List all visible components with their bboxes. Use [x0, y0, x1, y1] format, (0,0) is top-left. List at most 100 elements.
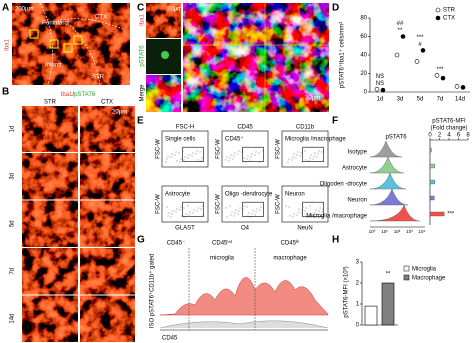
event-dot — [305, 159, 307, 161]
y-tick-label: 2 — [356, 281, 360, 287]
event-dot — [231, 211, 233, 213]
event-dot — [296, 214, 298, 216]
event-dot — [230, 154, 232, 156]
event-dot — [197, 159, 199, 161]
event-dot — [233, 215, 235, 217]
event-dot — [228, 160, 230, 162]
event-dot — [179, 209, 181, 211]
legend-swatch — [403, 274, 410, 281]
x-tick-label: 3d — [397, 97, 404, 103]
legend-label: Macrophage — [412, 276, 446, 282]
event-dot — [180, 158, 182, 160]
event-dot — [193, 209, 195, 211]
micrograph — [22, 248, 78, 295]
axis-title: FSC-W — [276, 139, 282, 159]
event-dot — [292, 216, 294, 218]
micrograph — [22, 200, 78, 247]
x-tick-label: 10³ — [406, 229, 413, 234]
scale-label: 20μm — [112, 110, 127, 116]
event-dot — [309, 157, 311, 159]
data-point — [374, 86, 380, 92]
event-dot — [233, 155, 235, 157]
row-label: Oligoden -drocyte — [320, 182, 368, 188]
gate — [182, 146, 204, 162]
event-dot — [287, 161, 289, 163]
y-tick-label: 60 — [360, 34, 367, 40]
x-tick-label: 8 — [466, 133, 470, 139]
y-tick-label: 0 — [356, 323, 360, 329]
event-dot — [246, 206, 248, 208]
channel-label: Merge — [140, 84, 146, 102]
event-dot — [181, 215, 183, 217]
event-dot — [237, 213, 239, 215]
x-tick-label: 7d — [437, 97, 444, 103]
x-tick-label: 14d — [455, 97, 465, 103]
axis-title: FSC-W — [276, 194, 282, 214]
micrograph — [80, 200, 135, 247]
y-tick-label: 0 — [364, 90, 368, 96]
event-dot — [225, 207, 227, 209]
event-dot — [166, 206, 168, 208]
x-tick-label: 10² — [394, 229, 401, 234]
event-dot — [301, 209, 303, 211]
event-dot — [251, 153, 253, 155]
event-dot — [313, 215, 315, 217]
panel-label: B — [2, 87, 9, 98]
event-dot — [225, 159, 227, 161]
event-dot — [171, 153, 173, 155]
axis-title: FSC-W — [156, 139, 162, 159]
histogram — [369, 140, 403, 158]
row-label: 3d — [10, 173, 16, 180]
event-dot — [321, 211, 323, 213]
row-label: Astrocyte — [342, 166, 368, 172]
axis-title: O4 — [241, 226, 250, 232]
bar — [429, 147, 432, 153]
y-tick-label: 40 — [360, 53, 367, 59]
axis-title: FSC-W — [216, 194, 222, 214]
dot-plot — [161, 130, 209, 168]
event-dot — [289, 215, 291, 217]
y-tick-label: 3 — [356, 260, 360, 266]
region-label: CTX — [95, 15, 107, 21]
event-dot — [172, 210, 174, 212]
event-dot — [178, 152, 180, 154]
panel-label: A — [2, 3, 9, 14]
event-dot — [226, 156, 228, 158]
event-dot — [196, 150, 198, 152]
panel-label: D — [332, 3, 339, 14]
event-dot — [170, 156, 172, 158]
event-dot — [250, 156, 252, 158]
legend-label: Microglia — [412, 267, 437, 273]
bar — [364, 305, 378, 326]
event-dot — [184, 156, 186, 158]
histogram-title: pSTAT6 — [385, 135, 407, 141]
event-dot — [229, 205, 231, 207]
row-label: 7d — [10, 268, 16, 275]
event-dot — [293, 153, 295, 155]
event-dot — [254, 214, 256, 216]
event-dot — [301, 161, 303, 163]
axis-title: CD11b — [296, 125, 315, 131]
micrograph — [22, 295, 78, 342]
panel-label: E — [137, 116, 144, 127]
event-dot — [312, 158, 314, 160]
row-label: 1d — [10, 126, 16, 133]
region-label: Infarct — [45, 63, 62, 69]
micrograph — [22, 153, 78, 200]
event-dot — [196, 210, 198, 212]
event-dot — [258, 152, 260, 154]
row-label: Microglia /macrophage — [306, 214, 367, 220]
event-dot — [183, 207, 185, 209]
histogram — [369, 156, 405, 174]
event-dot — [179, 161, 181, 163]
gate-label: CD45⁻ — [167, 241, 186, 247]
axis-title: pSTAT6-MFI (×10³) — [344, 266, 350, 317]
event-dot — [176, 160, 178, 162]
iso-histogram — [159, 320, 329, 329]
event-dot — [234, 212, 236, 214]
event-dot — [188, 214, 190, 216]
event-dot — [200, 160, 202, 162]
event-dot — [180, 206, 182, 208]
dot-plot — [161, 185, 209, 223]
micrograph — [183, 3, 329, 112]
